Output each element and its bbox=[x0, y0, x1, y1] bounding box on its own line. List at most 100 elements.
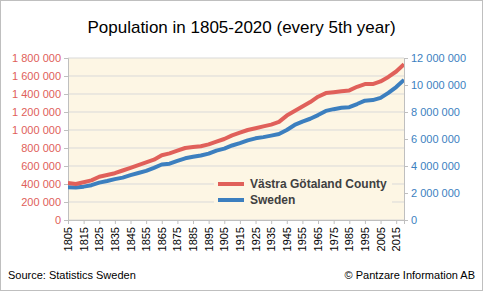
y2-tick-label: 10 000 000 bbox=[411, 79, 466, 91]
grid-line bbox=[68, 94, 404, 95]
x-axis-line bbox=[69, 221, 405, 225]
y-tick: 1 600 000 bbox=[12, 70, 68, 82]
y-tick-label: 0 bbox=[55, 214, 61, 226]
x-tick-mark bbox=[162, 220, 163, 224]
y-tick-mark bbox=[64, 94, 68, 95]
x-tick-label: 1945 bbox=[281, 227, 293, 251]
legend-swatch bbox=[218, 182, 244, 186]
y2-tick: 4 000 000 bbox=[404, 160, 460, 172]
legend-label: Sweden bbox=[250, 193, 295, 207]
y2-tick-label: 4 000 000 bbox=[411, 160, 460, 172]
x-tick-label: 1895 bbox=[203, 227, 215, 251]
source: Source: Statistics Sweden bbox=[8, 269, 136, 281]
grid-line bbox=[68, 58, 404, 59]
x-tick: 1825 bbox=[93, 220, 105, 251]
x-tick: 1955 bbox=[296, 220, 308, 251]
lines bbox=[68, 64, 404, 187]
x-tick: 1985 bbox=[343, 220, 355, 251]
x-tick-mark bbox=[365, 220, 366, 224]
x-tick-mark bbox=[256, 220, 257, 224]
x-tick-label: 1865 bbox=[156, 227, 168, 251]
plot-background bbox=[68, 58, 404, 220]
x-tick-label: 1815 bbox=[78, 227, 90, 251]
y2-tick-mark bbox=[404, 112, 408, 113]
x-tick-mark bbox=[115, 220, 116, 224]
y-tick-label: 200 000 bbox=[21, 196, 61, 208]
y2-tick-mark bbox=[404, 139, 408, 140]
x-tick-label: 1845 bbox=[125, 227, 137, 251]
y-tick-label: 600 000 bbox=[21, 160, 61, 172]
x-tick: 1895 bbox=[203, 220, 215, 251]
x-tick-mark bbox=[224, 220, 225, 224]
chart-frame bbox=[1, 1, 483, 291]
x-tick: 1875 bbox=[171, 220, 183, 251]
x-tick-label: 2005 bbox=[375, 227, 387, 251]
y-tick: 600 000 bbox=[21, 160, 68, 172]
x-tick: 1905 bbox=[218, 220, 230, 251]
x-tick-label: 1955 bbox=[296, 227, 308, 251]
x-tick: 1845 bbox=[125, 220, 137, 251]
y2-axis-line bbox=[405, 59, 409, 221]
y-tick: 1 200 000 bbox=[12, 106, 68, 118]
y-tick: 800 000 bbox=[21, 142, 68, 154]
x-tick-label: 1905 bbox=[218, 227, 230, 251]
x-tick-label: 1855 bbox=[140, 227, 152, 251]
x-tick-mark bbox=[177, 220, 178, 224]
x-tick: 1855 bbox=[140, 220, 152, 251]
x-tick: 1995 bbox=[359, 220, 371, 251]
x-tick-mark bbox=[381, 220, 382, 224]
y-tick-mark bbox=[64, 58, 68, 59]
x-tick: 1835 bbox=[109, 220, 121, 251]
x-tick-label: 1925 bbox=[250, 227, 262, 251]
y2-tick: 12 000 000 bbox=[404, 52, 466, 64]
legend-background bbox=[214, 174, 392, 210]
x-tick-mark bbox=[396, 220, 397, 224]
x-tick: 1915 bbox=[234, 220, 246, 251]
x-tick-mark bbox=[271, 220, 272, 224]
y2-tick-mark bbox=[404, 193, 408, 194]
y-axis-line bbox=[64, 59, 69, 221]
x-tick: 1975 bbox=[328, 220, 340, 251]
legend-label: Västra Götaland County bbox=[250, 177, 387, 191]
y-tick: 400 000 bbox=[21, 178, 68, 190]
y2-tick-mark bbox=[404, 85, 408, 86]
x-tick: 1815 bbox=[78, 220, 90, 251]
x-tick: 1935 bbox=[265, 220, 277, 251]
y-tick-mark bbox=[64, 184, 68, 185]
x-tick-label: 1985 bbox=[343, 227, 355, 251]
grid-line bbox=[68, 166, 404, 167]
grid-line bbox=[68, 76, 404, 77]
x-tick: 1925 bbox=[250, 220, 262, 251]
y-tick: 1 400 000 bbox=[12, 88, 68, 100]
x-tick-mark bbox=[240, 220, 241, 224]
x-tick-label: 1825 bbox=[93, 227, 105, 251]
y2-tick: 8 000 000 bbox=[404, 106, 460, 118]
plot: 0 200 000 400 000 600 000 800 000 1 000 000 1 … bbox=[12, 52, 466, 251]
x-tick-mark bbox=[146, 220, 147, 224]
y2-tick: 0 bbox=[404, 214, 417, 226]
x-tick-mark bbox=[209, 220, 210, 224]
x-tick-label: 1975 bbox=[328, 227, 340, 251]
grid-line bbox=[68, 130, 404, 131]
y2-tick-mark bbox=[404, 166, 408, 167]
grid bbox=[68, 58, 404, 220]
y-tick-label: 1 000 000 bbox=[12, 124, 61, 136]
x-tick: 1965 bbox=[312, 220, 324, 251]
y-tick-mark bbox=[64, 166, 68, 167]
y-tick-mark bbox=[64, 220, 68, 221]
y-tick: 0 bbox=[55, 214, 68, 226]
y-tick: 1 000 000 bbox=[12, 124, 68, 136]
y2-axis: 02 000 0004 000 0006 000 0008 000 00010 … bbox=[404, 52, 466, 226]
x-tick-mark bbox=[84, 220, 85, 224]
y2-tick: 6 000 000 bbox=[404, 133, 460, 145]
y-tick-label: 1 400 000 bbox=[12, 88, 61, 100]
y-tick: 1 800 000 bbox=[12, 52, 68, 64]
y-tick: 200 000 bbox=[21, 196, 68, 208]
credit: © Pantzare Information AB bbox=[345, 269, 475, 281]
x-tick-label: 2015 bbox=[390, 227, 402, 251]
x-tick-label: 1935 bbox=[265, 227, 277, 251]
y-axis: 0 200 000 400 000 600 000 800 000 1 000 000 1 … bbox=[12, 52, 68, 226]
x-tick-mark bbox=[193, 220, 194, 224]
x-tick-mark bbox=[349, 220, 350, 224]
x-tick: 1865 bbox=[156, 220, 168, 251]
